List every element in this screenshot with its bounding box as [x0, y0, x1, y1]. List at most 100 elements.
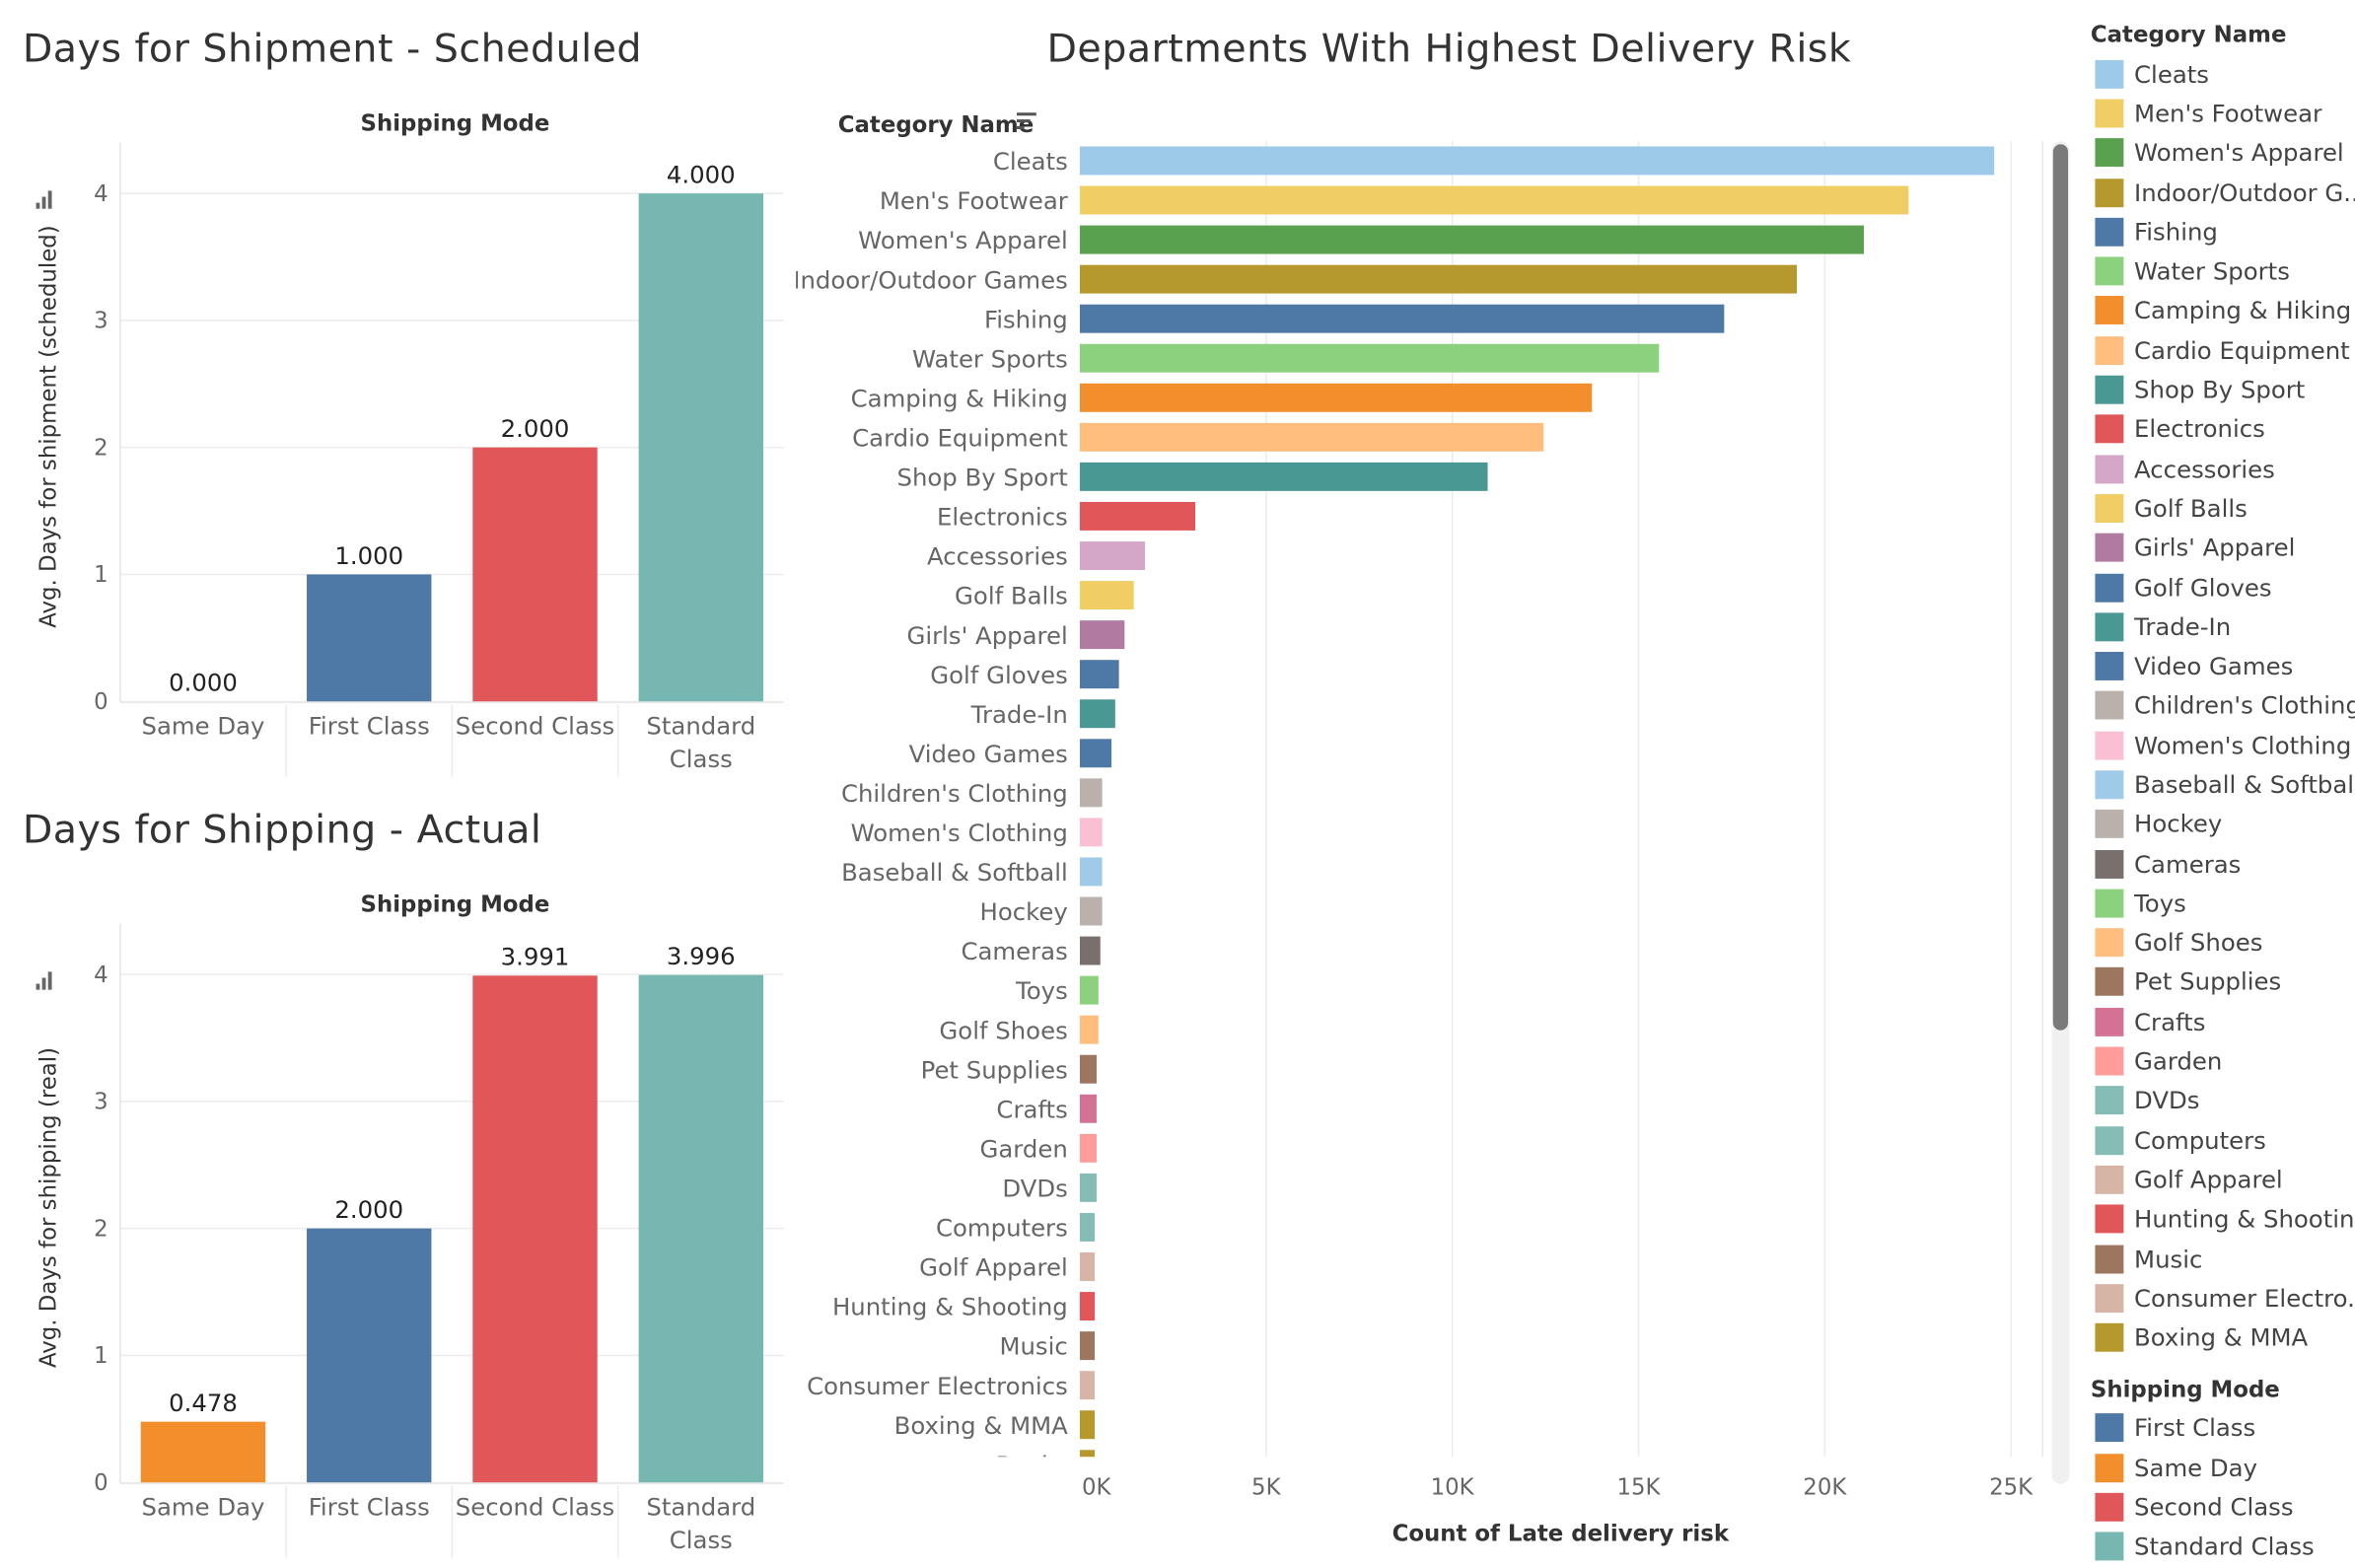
legend-item-standard-class[interactable]: Standard Class	[2091, 1527, 2355, 1566]
x-tick-label: 10K	[1431, 1474, 1475, 1500]
bar-children-s-clothing	[1079, 778, 1103, 808]
legend-item-golf-apparel[interactable]: Golf Apparel	[2091, 1160, 2355, 1199]
legend-item-trade-in[interactable]: Trade-In	[2091, 607, 2355, 647]
legend-item-toys[interactable]: Toys	[2091, 884, 2355, 923]
risk-chart-title: Departments With Highest Delivery Risk	[1046, 27, 1852, 73]
legend-swatch	[2095, 928, 2124, 958]
y-tick-label: 3	[94, 1090, 108, 1115]
legend-item-accessories[interactable]: Accessories	[2091, 449, 2355, 488]
x-tick-label: Same Day	[141, 712, 264, 741]
legend-item-children-s-clothing[interactable]: Children's Clothing	[2091, 686, 2355, 726]
risk-rows: Cleats Men's Footwear Women's Apparel Indoo…	[796, 146, 1995, 1458]
row-label-trade-in: Trade-In	[970, 700, 1068, 729]
data-label-first-class: 1.000	[334, 541, 403, 570]
legend-label: Golf Apparel	[2134, 1165, 2283, 1194]
legend-mode-title: Shipping Mode	[2090, 1375, 2280, 1403]
legend-item-fishing[interactable]: Fishing	[2091, 212, 2355, 251]
legend-swatch	[2095, 849, 2124, 879]
legend-swatch	[2095, 889, 2124, 918]
legend-item-shop-by-sport[interactable]: Shop By Sport	[2091, 370, 2355, 409]
bar-hunting-shooting	[1079, 1292, 1096, 1321]
legend-label: Video Games	[2134, 652, 2294, 681]
legend: Category Name Cleats Men's Footwear Women'…	[2091, 15, 2355, 1566]
legend-item-golf-balls[interactable]: Golf Balls	[2091, 488, 2355, 528]
legend-swatch	[2095, 967, 2124, 997]
y-tick-label: 3	[94, 309, 108, 334]
legend-item-music[interactable]: Music	[2091, 1239, 2355, 1278]
legend-label: Golf Gloves	[2134, 573, 2272, 602]
legend-category-list: Cleats Men's Footwear Women's Apparel Indoo…	[2091, 54, 2355, 1358]
legend-item-consumer-electronics[interactable]: Consumer Electro..	[2091, 1278, 2355, 1318]
x-tick-label: 25K	[1989, 1474, 2034, 1500]
legend-item-crafts[interactable]: Crafts	[2091, 1002, 2355, 1041]
icon-bar	[41, 196, 46, 209]
legend-label: Fishing	[2134, 217, 2218, 247]
legend-item-hockey[interactable]: Hockey	[2091, 805, 2355, 844]
legend-item-girls-apparel[interactable]: Girls' Apparel	[2091, 528, 2355, 567]
bar-baseball-softball	[1079, 857, 1103, 887]
legend-item-electronics[interactable]: Electronics	[2091, 409, 2355, 449]
legend-item-indoor-outdoor-games[interactable]: Indoor/Outdoor G..	[2091, 173, 2355, 212]
bar-electronics	[1079, 501, 1196, 531]
legend-item-camping-hiking[interactable]: Camping & Hiking	[2091, 291, 2355, 330]
legend-label: Children's Clothing	[2134, 691, 2355, 721]
legend-swatch	[2095, 1204, 2124, 1234]
legend-item-baseball-softball[interactable]: Baseball & Softball	[2091, 765, 2355, 805]
icon-bar	[47, 190, 52, 209]
legend-item-computers[interactable]: Computers	[2091, 1120, 2355, 1160]
icon-bar	[1017, 112, 1036, 116]
legend-item-women-s-apparel[interactable]: Women's Apparel	[2091, 133, 2355, 173]
row-label-cleats: Cleats	[993, 147, 1068, 176]
legend-label: Pet Supplies	[2134, 967, 2282, 997]
legend-item-second-class[interactable]: Second Class	[2091, 1487, 2355, 1527]
legend-swatch	[2095, 573, 2124, 602]
legend-item-same-day[interactable]: Same Day	[2091, 1448, 2355, 1487]
legend-item-golf-gloves[interactable]: Golf Gloves	[2091, 567, 2355, 606]
data-label-second-class: 2.000	[501, 414, 570, 443]
bar-cardio-equipment	[1079, 422, 1544, 452]
x-axis-title: Count of Late delivery risk	[1392, 1522, 1730, 1547]
column-header: Shipping Mode	[361, 111, 550, 137]
legend-item-water-sports[interactable]: Water Sports	[2091, 251, 2355, 291]
legend-item-dvds[interactable]: DVDs	[2091, 1081, 2355, 1120]
bar-water-sports	[1079, 343, 1660, 373]
legend-item-garden[interactable]: Garden	[2091, 1041, 2355, 1081]
legend-item-hunting-shooting[interactable]: Hunting & Shooting	[2091, 1199, 2355, 1239]
legend-swatch	[2095, 691, 2124, 721]
legend-item-cardio-equipment[interactable]: Cardio Equipment	[2091, 330, 2355, 370]
y-tick-label: 0	[94, 1470, 108, 1496]
actual-chart-title: Days for Shipping - Actual	[22, 808, 542, 854]
legend-item-men-s-footwear[interactable]: Men's Footwear	[2091, 94, 2355, 133]
legend-swatch	[2095, 296, 2124, 325]
legend-label: Women's Clothing	[2134, 731, 2352, 760]
x-tick-label: Class	[670, 1526, 733, 1554]
bar-women-s-apparel	[1079, 225, 1864, 254]
y-tick-label: 1	[94, 562, 108, 588]
legend-swatch	[2095, 414, 2124, 444]
legend-item-video-games[interactable]: Video Games	[2091, 647, 2355, 686]
icon-bar	[36, 202, 40, 209]
bar-shop-by-sport	[1079, 462, 1488, 491]
scrollbar-thumb[interactable]	[2052, 144, 2069, 1031]
legend-label: Indoor/Outdoor G..	[2134, 178, 2355, 207]
legend-item-golf-shoes[interactable]: Golf Shoes	[2091, 923, 2355, 962]
legend-item-cleats[interactable]: Cleats	[2091, 54, 2355, 94]
data-label-same-day: 0.000	[169, 669, 238, 697]
legend-item-cameras[interactable]: Cameras	[2091, 844, 2355, 884]
legend-swatch	[2095, 1165, 2124, 1194]
legend-label: Women's Apparel	[2134, 138, 2344, 168]
legend-item-women-s-clothing[interactable]: Women's Clothing	[2091, 726, 2355, 765]
scheduled-chart-title: Days for Shipment - Scheduled	[22, 27, 642, 73]
x-tick-label: Same Day	[141, 1493, 264, 1522]
legend-item-first-class[interactable]: First Class	[2091, 1408, 2355, 1448]
row-label-music: Music	[999, 1332, 1067, 1361]
x-tick-label: 20K	[1803, 1474, 1847, 1500]
bar-toys	[1079, 975, 1099, 1005]
row-label-cameras: Cameras	[961, 937, 1067, 965]
legend-item-pet-supplies[interactable]: Pet Supplies	[2091, 962, 2355, 1002]
legend-item-boxing-mma[interactable]: Boxing & MMA	[2091, 1318, 2355, 1357]
bar-men-s-footwear	[1079, 185, 1909, 215]
row-label-hockey: Hockey	[980, 897, 1068, 926]
bar-chart-icon	[36, 190, 52, 209]
